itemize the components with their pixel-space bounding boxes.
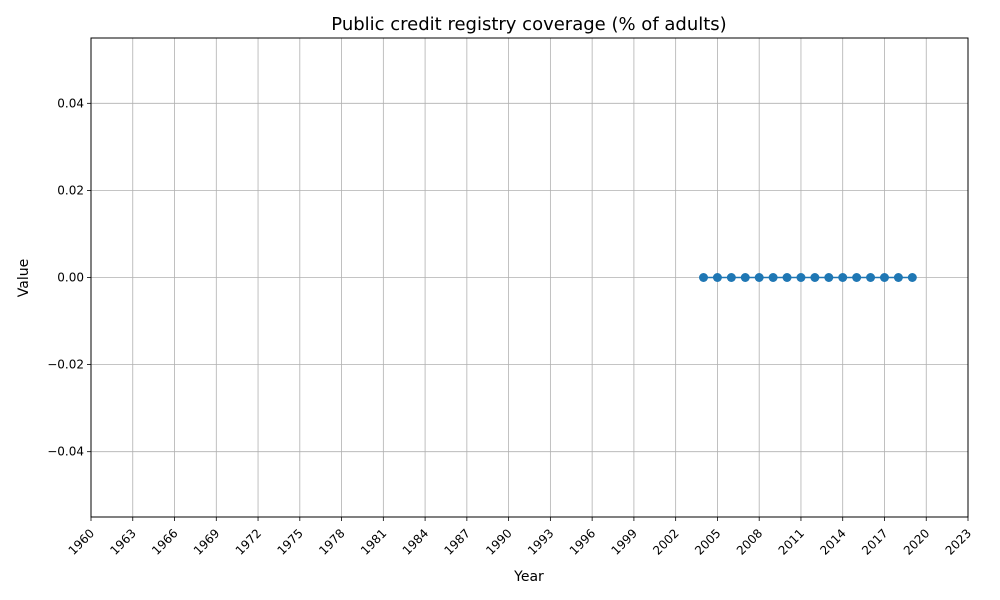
x-tick-label: 1972 xyxy=(233,526,264,557)
data-point xyxy=(782,273,792,282)
x-tick-label: 1966 xyxy=(149,526,180,557)
data-point xyxy=(810,273,820,282)
x-tick-label: 1984 xyxy=(400,526,431,557)
x-tick-label: 1963 xyxy=(107,526,138,557)
data-point xyxy=(838,273,848,282)
y-tick-label: −0.04 xyxy=(47,445,84,459)
x-tick-label: 2023 xyxy=(943,526,974,557)
x-tick-label: 1960 xyxy=(66,526,97,557)
y-tick-label: −0.02 xyxy=(47,358,84,372)
x-tick-label: 1987 xyxy=(441,526,472,557)
x-tick-label: 2011 xyxy=(776,526,807,557)
x-tick-label: 1990 xyxy=(483,526,514,557)
x-tick-label: 1996 xyxy=(567,526,598,557)
y-axis: 0.04 0.02 0.00 −0.02 −0.04 xyxy=(47,96,91,459)
x-tick-label: 1981 xyxy=(358,526,389,557)
x-tick-label: 2002 xyxy=(650,526,681,557)
data-point xyxy=(852,273,862,282)
x-tick-label: 1993 xyxy=(525,526,556,557)
series-line xyxy=(699,273,917,282)
x-tick-label: 2014 xyxy=(817,526,848,557)
data-point xyxy=(893,273,903,282)
x-tick-label: 2017 xyxy=(859,526,890,557)
x-axis-label: Year xyxy=(513,569,544,585)
y-tick-label: 0.02 xyxy=(57,183,84,197)
data-point xyxy=(699,273,709,282)
x-axis: 1960 1963 1966 1969 1972 1975 1978 1981 1984 1987… xyxy=(66,517,974,558)
chart-title: Public credit registry coverage (% of ad… xyxy=(331,14,726,35)
y-tick-label: 0.04 xyxy=(57,96,84,110)
x-tick-label: 1999 xyxy=(609,526,640,557)
data-point xyxy=(754,273,764,282)
data-point xyxy=(824,273,834,282)
data-point xyxy=(712,273,722,282)
y-tick-label: 0.00 xyxy=(57,271,84,285)
data-point xyxy=(740,273,750,282)
x-tick-label: 2020 xyxy=(901,526,932,557)
x-tick-label: 1978 xyxy=(316,526,347,557)
y-axis-label: Value xyxy=(16,259,32,297)
data-point xyxy=(768,273,778,282)
x-tick-label: 1969 xyxy=(191,526,222,557)
x-tick-label: 2005 xyxy=(692,526,723,557)
data-point xyxy=(866,273,876,282)
data-point xyxy=(907,273,917,282)
data-point xyxy=(726,273,736,282)
x-tick-label: 1975 xyxy=(274,526,305,557)
x-tick-label: 2008 xyxy=(734,526,765,557)
data-point xyxy=(796,273,806,282)
data-point xyxy=(879,273,889,282)
